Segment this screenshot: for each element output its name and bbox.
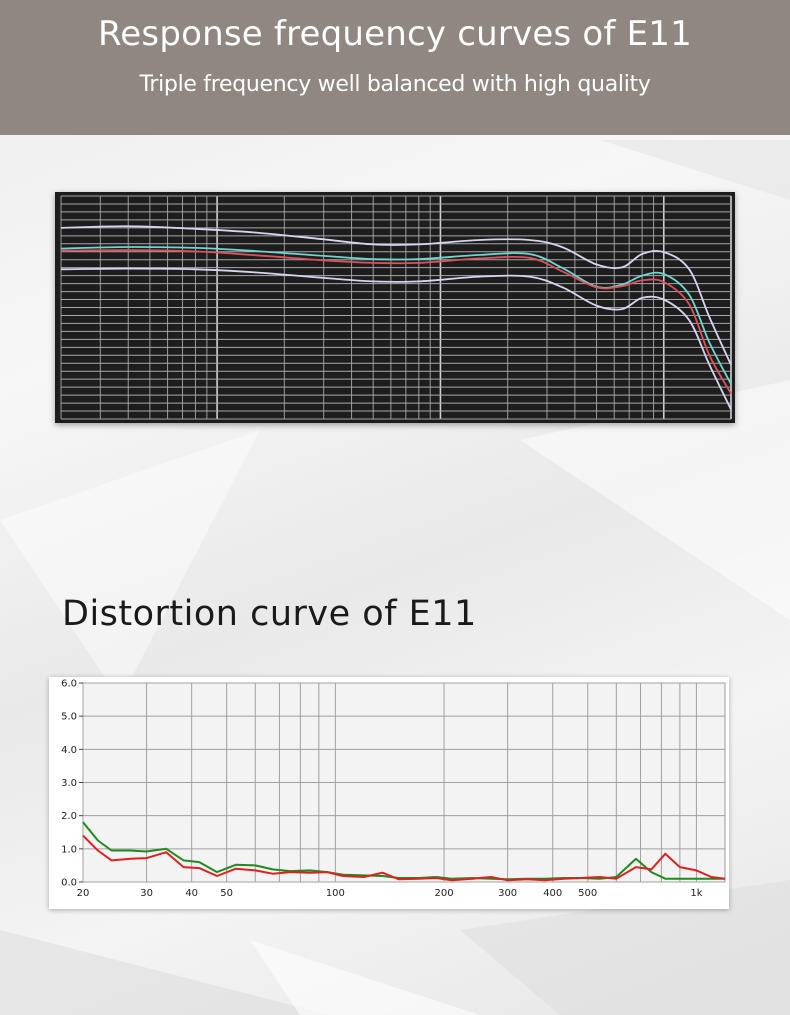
dist-y-tick-label: 6.0 <box>61 679 77 690</box>
fr-curve-red <box>60 249 732 394</box>
dist-x-tick-label: 1k <box>690 888 702 899</box>
dist-grid <box>82 682 725 883</box>
fr-curve-upper-limit <box>60 225 732 366</box>
dist-x-tick-label: 30 <box>140 888 153 899</box>
dist-y-tick-label: 1.0 <box>61 844 77 855</box>
dist-x-tick-label: 200 <box>435 888 454 899</box>
dist-y-tick-label: 4.0 <box>61 745 77 756</box>
dist-y-tick-label: 0.0 <box>61 878 77 889</box>
dist-x-tick-label: 500 <box>578 888 597 899</box>
page-subtitle: Triple frequency well balanced with high… <box>139 72 651 97</box>
dist-x-tick-labels: 20 30 40 50 100 200 300 400 500 1k <box>77 888 703 899</box>
frequency-response-plot <box>60 195 732 420</box>
dist-x-tick-label: 50 <box>220 888 233 899</box>
dist-y-tick-label: 5.0 <box>61 712 77 723</box>
fr-grid <box>60 195 732 420</box>
dist-x-tick-label: 300 <box>498 888 517 899</box>
distortion-plot: 0.0 1.0 2.0 3.0 4.0 5.0 6.0 20 30 40 50 100 200 300 40… <box>61 679 726 899</box>
header-banner: Response frequency curves of E11 Triple … <box>0 0 790 135</box>
dist-y-tick-label: 2.0 <box>61 811 77 822</box>
frequency-response-chart <box>55 192 735 423</box>
dist-y-tick-label: 3.0 <box>61 778 77 789</box>
dist-x-tick-label: 400 <box>543 888 562 899</box>
fr-curve-cyan <box>60 246 732 385</box>
dist-x-tick-label: 40 <box>185 888 198 899</box>
distortion-chart: 0.0 1.0 2.0 3.0 4.0 5.0 6.0 20 30 40 50 100 200 300 40… <box>49 677 729 909</box>
fr-curve-lower-limit <box>60 267 732 410</box>
dist-x-tick-label: 20 <box>77 888 90 899</box>
dist-y-tick-labels: 0.0 1.0 2.0 3.0 4.0 5.0 6.0 <box>61 679 83 889</box>
dist-x-tick-label: 100 <box>326 888 345 899</box>
distortion-section-title: Distortion curve of E11 <box>62 594 477 634</box>
dist-curve-red <box>82 834 726 882</box>
page-title: Response frequency curves of E11 <box>98 14 692 54</box>
